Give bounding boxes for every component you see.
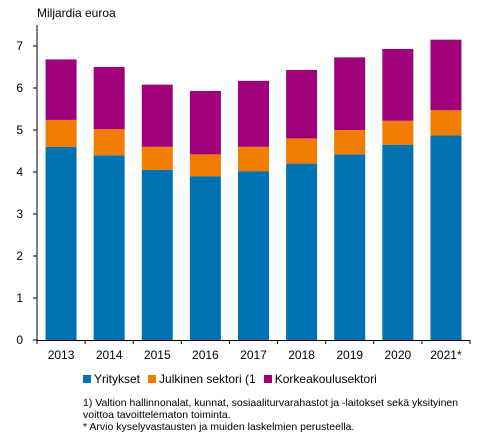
- bar-segment-korkeakoulusektori: [45, 59, 77, 120]
- legend-item: Korkeakoulusektori: [263, 372, 377, 386]
- x-tick-label: 2020: [384, 348, 411, 362]
- footnote-2: * Arvio kyselyvastausten ja muiden laske…: [83, 421, 355, 433]
- bar-segment-korkeakoulusektori: [430, 39, 462, 111]
- x-tick-label: 2014: [96, 348, 123, 362]
- x-tick-label: 2016: [192, 348, 219, 362]
- legend-item: Julkinen sektori (1: [148, 372, 256, 386]
- bar-segment-yritykset: [189, 176, 221, 340]
- y-tick-label: 7: [16, 39, 23, 53]
- bar-segment-yritykset: [430, 135, 462, 340]
- x-axis-ticks: 2013 2014 2015 2016 2017 2018 2019 2020 2021*: [36, 340, 471, 362]
- y-tick-label: 2: [16, 249, 23, 263]
- bar-segment-korkeakoulusektori: [382, 48, 414, 121]
- bar-segment-julkinen-sektori: [141, 146, 173, 170]
- x-tick-label: 2018: [288, 348, 315, 362]
- y-tick-label: 3: [16, 207, 23, 221]
- x-tick-label: 2021*: [430, 348, 462, 362]
- bar-segment-yritykset: [93, 155, 125, 340]
- bar-segment-korkeakoulusektori: [141, 84, 173, 147]
- bar-segment-julkinen-sektori: [430, 110, 462, 136]
- legend: Yritykset Julkinen sektori (1 Korkeakoulus…: [83, 372, 385, 386]
- bar-segment-julkinen-sektori: [382, 120, 414, 145]
- y-tick-label: 5: [16, 123, 23, 137]
- legend-label: Yritykset: [94, 372, 141, 386]
- bar-segment-yritykset: [45, 146, 77, 340]
- bar-segment-julkinen-sektori: [45, 119, 77, 147]
- bar-segment-julkinen-sektori: [189, 154, 221, 177]
- footnotes: 1) Valtion hallinnonalat, kunnat, sosiaa…: [83, 397, 483, 433]
- legend-swatch: [263, 375, 272, 383]
- y-axis-ticks: 0 1 2 3 4 5 6 7: [16, 39, 37, 347]
- bar-segment-korkeakoulusektori: [93, 67, 125, 130]
- y-tick-label: 4: [16, 165, 23, 179]
- bar-segment-yritykset: [382, 144, 414, 340]
- bar-segment-korkeakoulusektori: [334, 57, 366, 131]
- x-tick-label: 2013: [48, 348, 75, 362]
- x-tick-label: 2019: [336, 348, 363, 362]
- bar-segment-yritykset: [286, 163, 318, 340]
- y-tick-label: 0: [16, 333, 23, 347]
- y-axis-label: Miljardia euroa: [37, 6, 116, 20]
- y-tick-label: 1: [16, 291, 23, 305]
- x-tick-label: 2015: [144, 348, 171, 362]
- legend-swatch: [83, 375, 91, 383]
- legend-label: Julkinen sektori (1: [159, 372, 256, 386]
- bar-segment-korkeakoulusektori: [286, 69, 318, 139]
- bar-segment-korkeakoulusektori: [189, 90, 221, 155]
- bar-segment-yritykset: [141, 169, 173, 340]
- legend-item: Yritykset: [83, 372, 140, 386]
- legend-label: Korkeakoulusektori: [274, 372, 377, 386]
- bar-segment-julkinen-sektori: [334, 130, 366, 155]
- bars: [45, 39, 462, 340]
- bar-segment-julkinen-sektori: [238, 146, 269, 172]
- x-tick-label: 2017: [240, 348, 267, 362]
- bar-segment-julkinen-sektori: [286, 138, 318, 164]
- bar-segment-yritykset: [238, 171, 269, 340]
- y-tick-label: 6: [16, 81, 23, 95]
- bar-segment-julkinen-sektori: [93, 129, 125, 156]
- legend-swatch: [148, 375, 157, 383]
- bar-segment-korkeakoulusektori: [238, 80, 269, 147]
- footnote-1: 1) Valtion hallinnonalat, kunnat, sosiaa…: [83, 397, 459, 421]
- bar-segment-yritykset: [334, 154, 366, 340]
